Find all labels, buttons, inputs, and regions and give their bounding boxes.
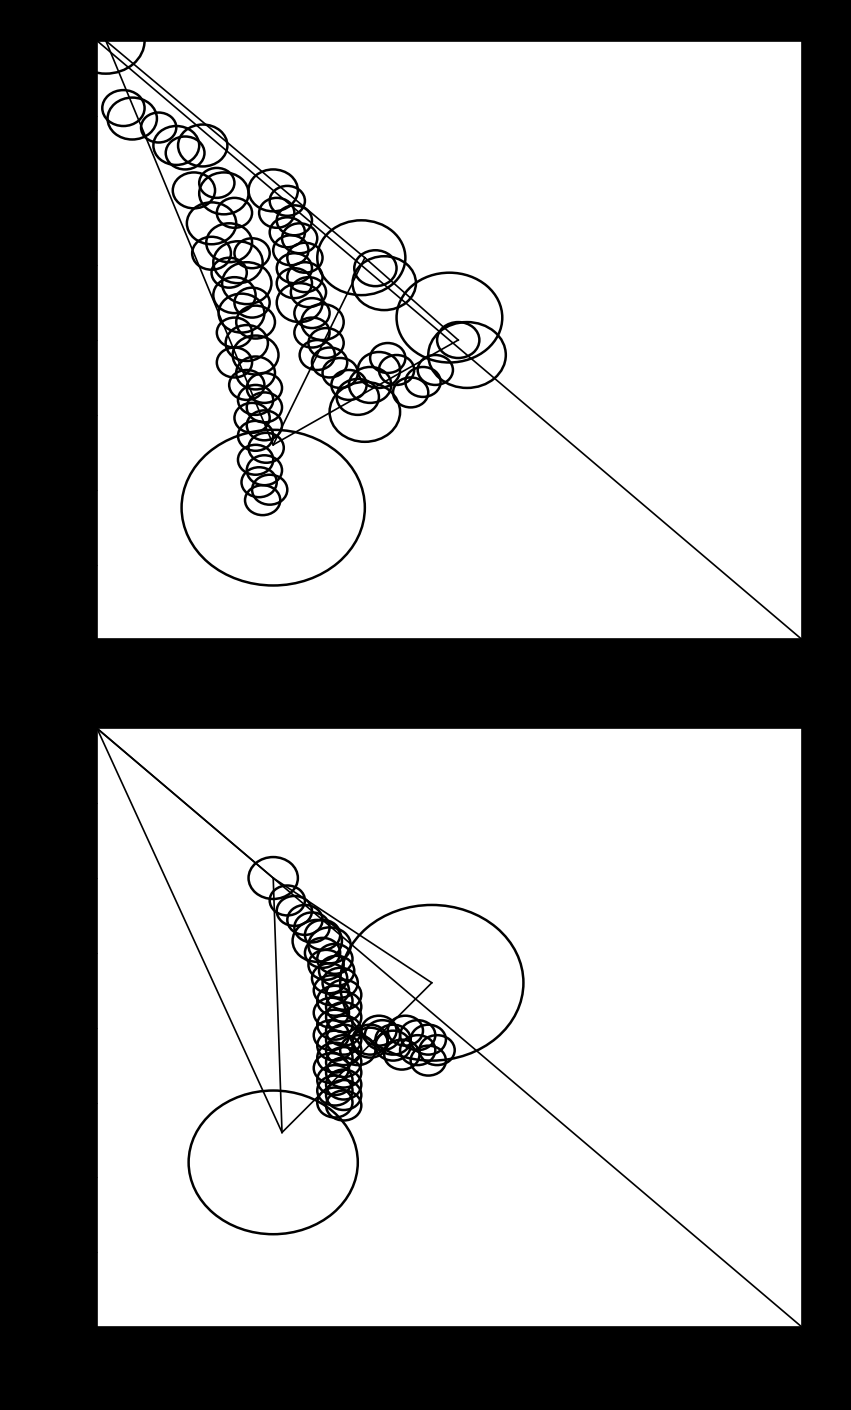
X-axis label: Player 1 Payoffs: Player 1 Payoffs [378, 1358, 522, 1375]
X-axis label: Player 1 Payoffs: Player 1 Payoffs [378, 670, 522, 688]
Y-axis label: Player 2 Payoffs: Player 2 Payoffs [35, 268, 53, 412]
Y-axis label: Player 2 Payoffs: Player 2 Payoffs [35, 956, 53, 1100]
